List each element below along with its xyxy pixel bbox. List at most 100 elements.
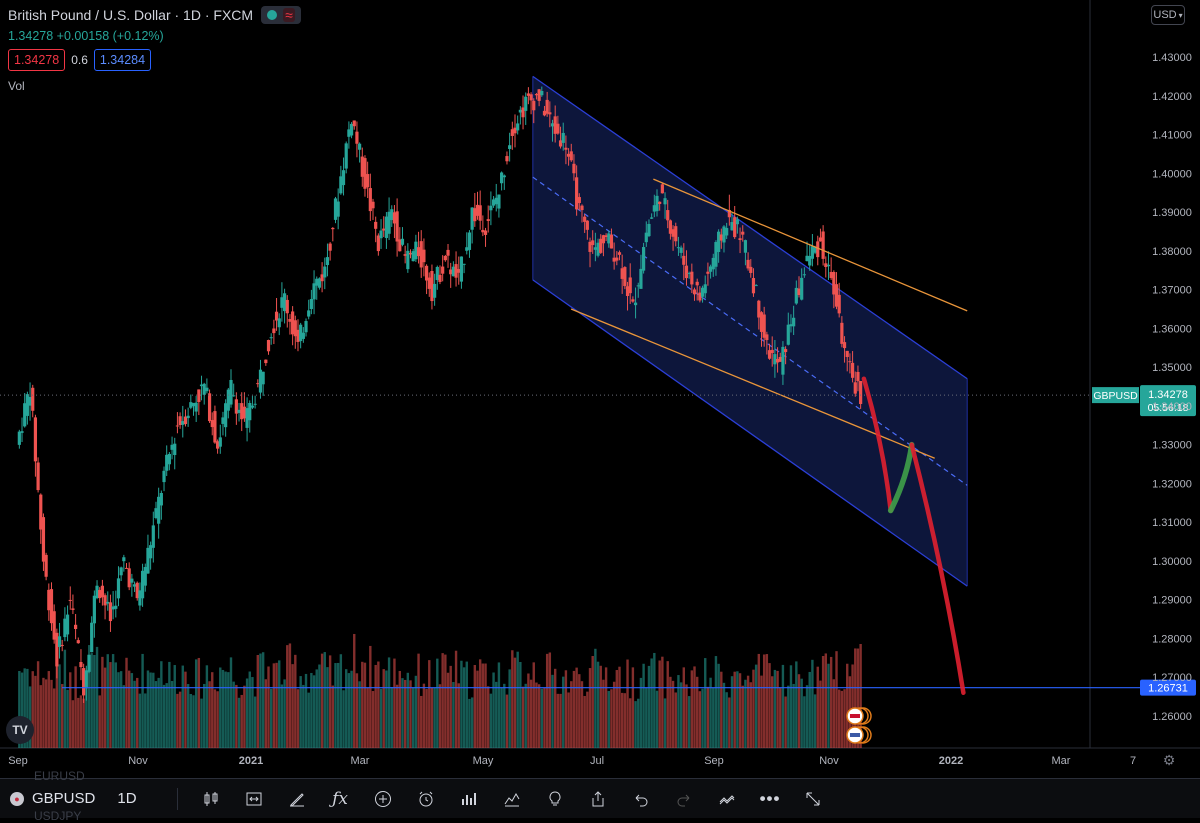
compare-icon[interactable] [233, 784, 276, 814]
candle-body [526, 93, 530, 96]
candle-body [781, 346, 785, 375]
volume-bar [154, 681, 158, 748]
candle-body [210, 420, 214, 428]
draw-icon[interactable] [276, 784, 319, 814]
more-icon[interactable]: ••• [759, 788, 781, 808]
candle-body [20, 431, 24, 433]
candle-body [98, 590, 102, 599]
symbol-tag[interactable] [1092, 387, 1139, 404]
candle-body [304, 321, 308, 333]
volume-bar [283, 679, 286, 748]
candle-body [280, 297, 284, 308]
y-tick-label: 1.28000 [1152, 633, 1192, 645]
candle-body [840, 322, 844, 344]
last-price-badge[interactable] [1140, 385, 1196, 417]
candle-body [416, 247, 421, 257]
candle-body [382, 228, 386, 231]
candle-body [644, 232, 648, 243]
candle-body [470, 207, 474, 230]
currency-selector[interactable]: USD ▾ [1151, 5, 1185, 25]
candles-icon[interactable] [190, 784, 233, 814]
candle-body [636, 285, 640, 287]
candle-body [695, 281, 699, 286]
candle-body [676, 247, 681, 249]
candle-body [242, 406, 246, 419]
indicators-icon[interactable]: ƒx [332, 788, 348, 809]
orange-trendline[interactable] [570, 308, 935, 459]
candle-body [853, 382, 857, 394]
tradingview-logo-icon[interactable]: TV [6, 716, 34, 744]
candle-body [325, 257, 330, 266]
candle-body [714, 242, 718, 267]
bar-chart-icon[interactable] [448, 784, 491, 814]
volume-bar [720, 671, 723, 748]
symbol-selector[interactable]: GBPUSD [32, 790, 96, 807]
trend-tool-icon[interactable] [706, 784, 749, 814]
channel-middle-line[interactable] [532, 176, 968, 486]
volume-bar [219, 667, 222, 748]
alarm-icon[interactable] [405, 784, 448, 814]
candle-body [424, 265, 429, 281]
ghost-symbol-usdjpy: USDJPY [34, 809, 82, 823]
undo-icon[interactable] [620, 784, 663, 814]
chart-type-icon[interactable] [491, 784, 534, 814]
volume-bar [232, 681, 235, 748]
sell-button[interactable]: 1.34278 [8, 49, 66, 71]
volume-bar [663, 698, 667, 748]
green-projection-bounce[interactable] [887, 441, 915, 514]
candle-body [738, 238, 742, 241]
x-tick-label: Mar [1052, 755, 1071, 767]
add-icon[interactable] [362, 784, 405, 814]
candle-body [508, 145, 512, 149]
volume-bar [540, 688, 543, 748]
volume-bar [387, 657, 391, 748]
gear-icon[interactable]: ⚙ [1163, 752, 1176, 768]
redo-icon[interactable] [663, 784, 706, 814]
volume-bar [760, 675, 763, 748]
timeframe-selector[interactable]: 1D [117, 790, 137, 807]
candle-body [395, 211, 399, 242]
volume-label[interactable]: Vol [8, 79, 25, 93]
symbol-title[interactable]: British Pound / U.S. Dollar · 1D · FXCM [8, 7, 254, 23]
candle-body [224, 403, 228, 428]
volume-bar [261, 652, 265, 748]
red-projection-target[interactable] [909, 442, 966, 695]
volume-bar [267, 666, 270, 748]
candle-body [189, 402, 193, 408]
channel-upper-line[interactable] [532, 75, 968, 380]
volume-bar [345, 669, 348, 748]
market-status[interactable]: ≈ [261, 6, 301, 24]
volume-bar [304, 673, 308, 748]
target-level-badge[interactable] [1140, 679, 1196, 696]
candle-body [151, 525, 155, 548]
red-projection-drop[interactable] [861, 376, 893, 513]
y-tick-label: 1.34000 [1152, 401, 1192, 413]
candle-body [558, 140, 563, 147]
buy-button[interactable]: 1.34284 [93, 49, 152, 71]
orange-trendline[interactable] [653, 178, 968, 312]
ideas-bulb-icon[interactable] [534, 784, 577, 814]
y-tick-label: 1.32000 [1152, 478, 1192, 490]
volume-bar [655, 690, 659, 748]
y-tick-label: 1.43000 [1152, 52, 1192, 64]
candle-body [87, 654, 91, 672]
fullscreen-icon[interactable] [792, 784, 835, 814]
volume-bar [620, 692, 624, 748]
share-icon[interactable] [577, 784, 620, 814]
candle-body [553, 116, 557, 134]
candle-body [631, 299, 635, 302]
candle-body [157, 496, 161, 524]
volume-bar [779, 687, 782, 748]
channel-fill[interactable] [532, 76, 968, 587]
candle-body [323, 266, 327, 278]
volume-bar [133, 680, 136, 748]
volume-bar [687, 696, 691, 748]
volume-bar [438, 684, 442, 748]
volume-bar [141, 653, 144, 748]
candle-body [818, 237, 823, 242]
candle-body [47, 589, 51, 611]
candle-body [845, 350, 849, 357]
channel-lower-line[interactable] [532, 279, 968, 587]
volume-bar [519, 661, 522, 748]
